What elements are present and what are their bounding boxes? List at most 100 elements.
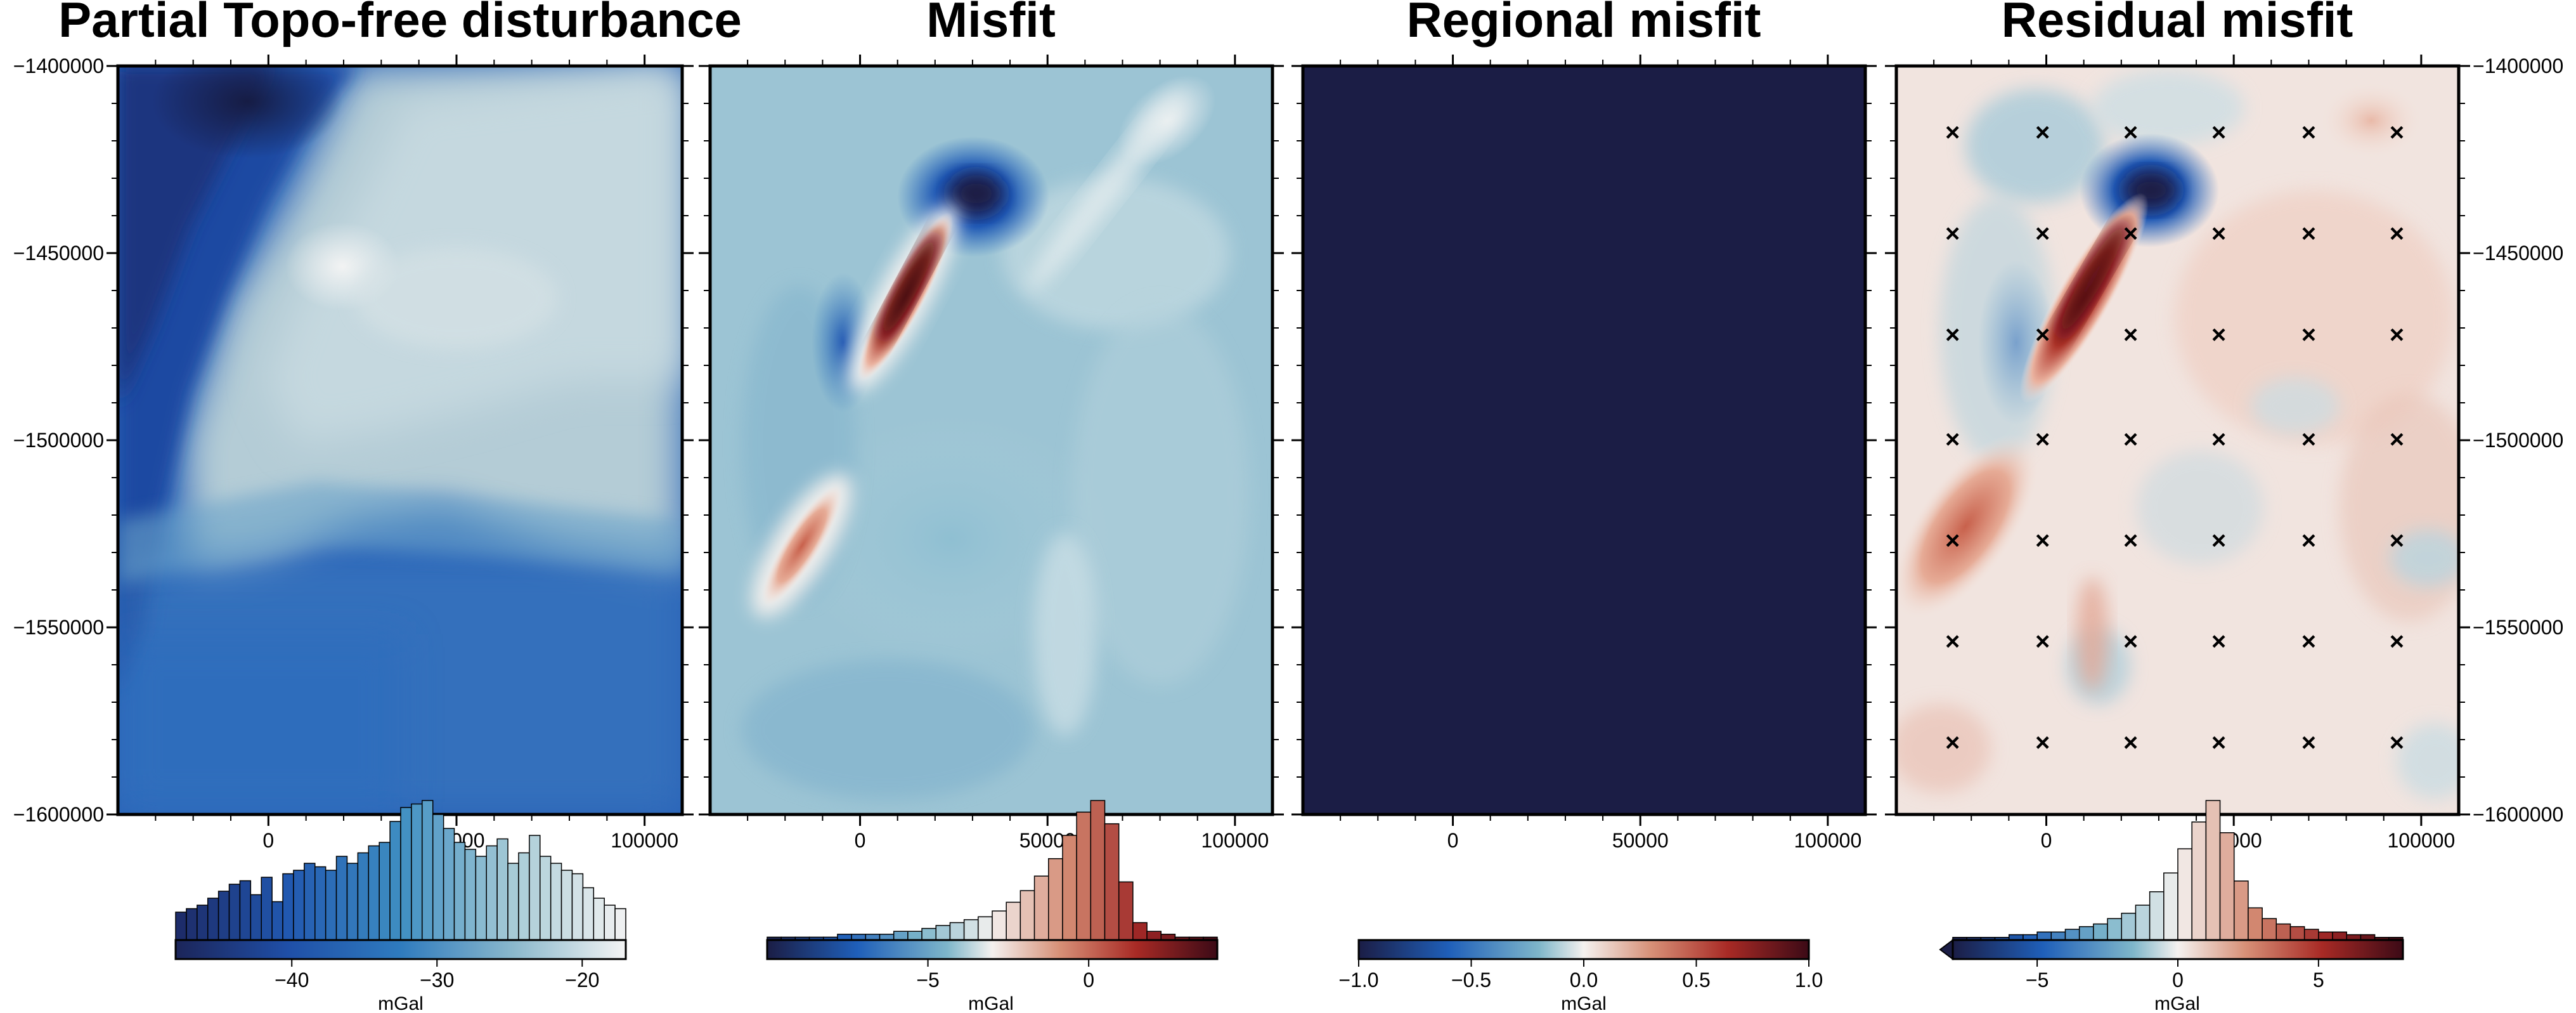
colorbar-tick-label: 1.0 xyxy=(1795,969,1823,991)
histogram-bar xyxy=(271,901,283,941)
axes-residual: 050000100000−1400000−1450000−1500000−155… xyxy=(1885,55,2563,852)
colorbar-misfit: −5 0 mGal xyxy=(766,800,1219,1013)
y-tick-label: −1400000 xyxy=(2473,55,2563,77)
colorbar-ticks-topo: −40 −30 −20 xyxy=(275,959,599,991)
constraint-point-marker: × xyxy=(1945,119,1960,147)
axes-regional: 0 50000 100000 xyxy=(1291,55,1877,852)
y-tick-label: −1600000 xyxy=(2473,803,2563,826)
colorbar-ticks-misfit: −5 0 xyxy=(916,959,1094,991)
histogram-bar xyxy=(893,931,909,941)
constraint-point-marker: × xyxy=(2123,526,2138,554)
colorbar-tick-label: −0.5 xyxy=(1451,969,1491,991)
histogram-bar xyxy=(2219,832,2235,941)
constraint-point-marker: × xyxy=(2211,321,2226,349)
histogram-bar xyxy=(2163,872,2178,941)
histogram-bar xyxy=(2135,905,2151,941)
constraint-point-marker: × xyxy=(2390,321,2404,349)
constraint-point-marker: × xyxy=(2301,628,2316,656)
y-tick-label: −1400000 xyxy=(13,55,104,77)
constraint-point-marker: × xyxy=(2123,220,2138,248)
constraint-point-marker: × xyxy=(2390,220,2404,248)
histogram-bar xyxy=(443,828,455,941)
histogram-bar xyxy=(453,842,466,941)
histogram-bar xyxy=(1062,835,1077,941)
y-tick-label: −1600000 xyxy=(13,803,104,826)
histogram-bar xyxy=(529,835,541,941)
histogram-bar xyxy=(1006,901,1021,941)
histogram-bar xyxy=(949,922,965,941)
colorbar-label-topo: mGal xyxy=(378,993,424,1013)
constraint-point-marker: × xyxy=(2035,628,2050,656)
histogram-bar xyxy=(935,925,951,941)
histogram-bar xyxy=(593,898,605,941)
constraint-point-marker: × xyxy=(2301,119,2316,147)
histogram-bar xyxy=(432,814,444,941)
histogram-bar xyxy=(560,870,573,941)
histogram-bar xyxy=(2177,848,2192,941)
histogram-bar xyxy=(921,927,936,941)
colorbar-tick-label: 0 xyxy=(1083,969,1094,991)
histogram-bar xyxy=(963,919,979,941)
colorbar-label-residual: mGal xyxy=(2154,993,2200,1013)
colorbar-tick-label: 0.5 xyxy=(1682,969,1710,991)
histogram-bar xyxy=(2275,923,2291,941)
histogram-bar xyxy=(614,908,626,941)
x-tick-label: 100000 xyxy=(1794,829,1861,852)
histogram-bar xyxy=(228,884,241,941)
histogram-bar xyxy=(2149,891,2165,941)
constraint-point-marker: × xyxy=(2211,426,2226,454)
constraint-point-marker: × xyxy=(2301,526,2316,554)
colorbar-tick-label: −40 xyxy=(275,969,309,991)
y-tick-label: −1500000 xyxy=(13,429,104,452)
colorbar-extend-triangle xyxy=(1939,939,1953,960)
histogram-bar xyxy=(1048,858,1063,941)
histogram-bar xyxy=(1019,890,1035,941)
colorbar-tick-label: −5 xyxy=(2026,969,2049,991)
x-tick-label: 100000 xyxy=(611,829,678,852)
histogram-bar xyxy=(2191,821,2207,941)
axes-misfit: 0 50000 100000 xyxy=(699,55,1284,852)
histogram-bar xyxy=(907,931,922,941)
constraint-point-marker: × xyxy=(2211,526,2226,554)
heatmap-topo xyxy=(118,66,682,814)
histogram-bar xyxy=(582,887,595,941)
constraint-point-marker: × xyxy=(2301,220,2316,248)
histogram-bar xyxy=(486,845,498,941)
histogram-bar xyxy=(571,873,584,941)
histogram-bar xyxy=(2036,931,2052,941)
y-tick-label: −1550000 xyxy=(2473,616,2563,639)
constraint-point-marker: × xyxy=(2390,426,2404,454)
constraint-point-marker: × xyxy=(1945,426,1960,454)
colorbar-tick-label: 0.0 xyxy=(1570,969,1598,991)
colorbar-ticks-residual: −5 0 5 xyxy=(2026,959,2324,991)
x-tick-label: 0 xyxy=(2041,829,2052,852)
colorbar-topo: −40 −30 −20 mGal xyxy=(174,800,627,1013)
axes-topo: 0 50000 100000−1400000−1450000−1500000−155… xyxy=(13,55,694,852)
histogram-bar xyxy=(496,838,508,941)
histogram-bar xyxy=(325,870,337,941)
constraint-point-marker: × xyxy=(2123,729,2138,757)
histogram-bar xyxy=(604,905,616,941)
constraint-point-marker: × xyxy=(2301,321,2316,349)
panel-title-misfit: Misfit xyxy=(926,0,1056,48)
constraint-point-marker: × xyxy=(2211,729,2226,757)
constraint-point-marker: × xyxy=(1945,729,1960,757)
histogram-bar xyxy=(2248,907,2263,941)
panel-misfit: Misfit 0 50000 100000 xyxy=(699,0,1284,852)
histogram-bar xyxy=(2064,929,2080,941)
y-tick-label: −1550000 xyxy=(13,616,104,639)
histogram-bar xyxy=(2050,931,2066,941)
histogram-bar xyxy=(507,863,519,941)
histogram-bar xyxy=(175,912,187,941)
histogram-bar xyxy=(2107,918,2122,941)
x-tick-label: 100000 xyxy=(2387,829,2455,852)
histogram-topo xyxy=(175,800,626,941)
constraint-point-marker: × xyxy=(2301,426,2316,454)
heatmap-misfit xyxy=(710,66,1272,814)
histogram-bar xyxy=(314,866,327,941)
histogram-bar xyxy=(1090,800,1106,941)
y-tick-label: −1450000 xyxy=(13,242,104,265)
panel-title-residual: Residual misfit xyxy=(2002,0,2353,48)
histogram-bar xyxy=(540,856,552,941)
histogram-bar xyxy=(389,821,401,941)
